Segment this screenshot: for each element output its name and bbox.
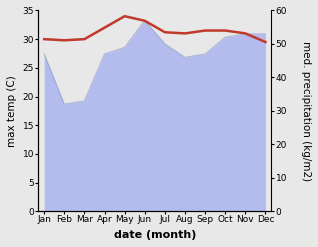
- Y-axis label: max temp (C): max temp (C): [7, 75, 17, 147]
- Y-axis label: med. precipitation (kg/m2): med. precipitation (kg/m2): [301, 41, 311, 181]
- X-axis label: date (month): date (month): [114, 230, 196, 240]
